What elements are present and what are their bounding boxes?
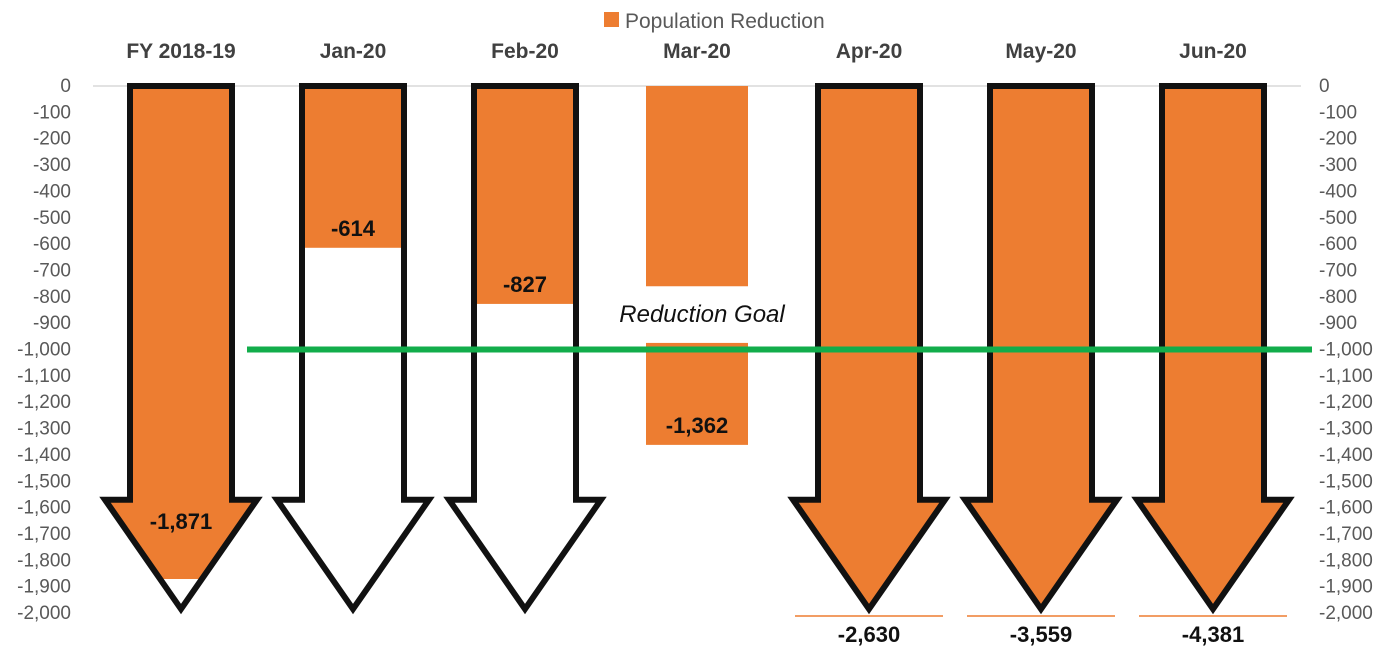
y-tick-left: -500 — [33, 208, 71, 229]
y-tick-left: -1,300 — [17, 419, 71, 440]
legend-label: Population Reduction — [625, 10, 825, 33]
y-tick-left: -200 — [33, 129, 71, 150]
y-tick-right: -400 — [1319, 181, 1357, 202]
arrow-bar — [443, 83, 607, 615]
bar-fill — [621, 86, 773, 445]
y-tick-right: -1,600 — [1319, 498, 1373, 519]
y-tick-left: -600 — [33, 234, 71, 255]
data-label: -4,381 — [1182, 622, 1244, 647]
arrow-outline — [443, 83, 607, 615]
y-tick-right: -600 — [1319, 234, 1357, 255]
y-tick-left: -1,600 — [17, 498, 71, 519]
y-tick-left: -1,000 — [17, 340, 71, 361]
reduction-goal-label: Reduction Goal — [619, 301, 785, 328]
y-tick-right: -1,800 — [1319, 550, 1373, 571]
y-tick-left: -900 — [33, 313, 71, 334]
y-tick-left: -1,700 — [17, 524, 71, 545]
arrow-outline — [787, 83, 951, 615]
category-label: Jan-20 — [320, 40, 387, 63]
y-tick-left: -700 — [33, 260, 71, 281]
data-labels: -1,871 -614 -827 -1,362 -2,630 -3,559 -4,381 — [150, 216, 1244, 647]
y-tick-left: -100 — [33, 102, 71, 123]
arrow-outline — [959, 83, 1123, 615]
y-axis-right: 0 -100 -200 -300 -400 -500 -600 -700 -800 -900 -1,… — [1319, 76, 1373, 624]
y-tick-left: -1,900 — [17, 577, 71, 598]
y-tick-left: -2,000 — [17, 603, 71, 624]
y-tick-left: -300 — [33, 155, 71, 176]
data-label: -2,630 — [838, 622, 900, 647]
y-tick-left: 0 — [60, 76, 71, 97]
y-tick-right: -1,200 — [1319, 392, 1373, 413]
data-label: -827 — [503, 272, 547, 297]
arrow-outline — [99, 83, 263, 615]
category-label: May-20 — [1005, 40, 1076, 63]
y-tick-right: -1,300 — [1319, 419, 1373, 440]
y-tick-right: 0 — [1319, 76, 1330, 97]
data-label: -3,559 — [1010, 622, 1072, 647]
y-tick-left: -1,500 — [17, 471, 71, 492]
y-tick-right: -200 — [1319, 129, 1357, 150]
category-label: FY 2018-19 — [126, 40, 235, 63]
y-tick-right: -900 — [1319, 313, 1357, 334]
y-tick-right: -1,000 — [1319, 340, 1373, 361]
legend: Population Reduction — [604, 10, 825, 33]
y-tick-right: -1,100 — [1319, 366, 1373, 387]
category-label: Jun-20 — [1179, 40, 1247, 63]
y-tick-left: -1,800 — [17, 550, 71, 571]
y-tick-left: -1,400 — [17, 445, 71, 466]
data-label: -614 — [331, 216, 376, 241]
category-labels: FY 2018-19 Jan-20 Feb-20 Mar-20 Apr-20 May-20… — [126, 40, 1247, 63]
arrow-bar — [99, 83, 263, 615]
arrow-outline — [271, 83, 435, 615]
category-label: Apr-20 — [836, 40, 903, 63]
arrow-bar — [271, 83, 435, 615]
y-tick-right: -800 — [1319, 287, 1357, 308]
data-label: -1,871 — [150, 509, 212, 534]
data-label: -1,362 — [666, 413, 728, 438]
y-tick-left: -400 — [33, 181, 71, 202]
arrow-outline — [1131, 83, 1295, 615]
y-tick-left: -1,200 — [17, 392, 71, 413]
legend-swatch — [604, 12, 619, 27]
y-tick-right: -500 — [1319, 208, 1357, 229]
y-tick-left: -800 — [33, 287, 71, 308]
category-label: Feb-20 — [491, 40, 559, 63]
y-tick-right: -1,900 — [1319, 577, 1373, 598]
y-tick-right: -2,000 — [1319, 603, 1373, 624]
y-axis-left: 0 -100 -200 -300 -400 -500 -600 -700 -800 -900 -1,… — [17, 76, 71, 624]
y-tick-right: -700 — [1319, 260, 1357, 281]
goal-label-bg — [602, 292, 802, 336]
y-tick-left: -1,100 — [17, 366, 71, 387]
y-tick-right: -300 — [1319, 155, 1357, 176]
y-tick-right: -1,400 — [1319, 445, 1373, 466]
y-tick-right: -1,700 — [1319, 524, 1373, 545]
category-label: Mar-20 — [663, 40, 731, 63]
y-tick-right: -100 — [1319, 102, 1357, 123]
y-tick-right: -1,500 — [1319, 471, 1373, 492]
